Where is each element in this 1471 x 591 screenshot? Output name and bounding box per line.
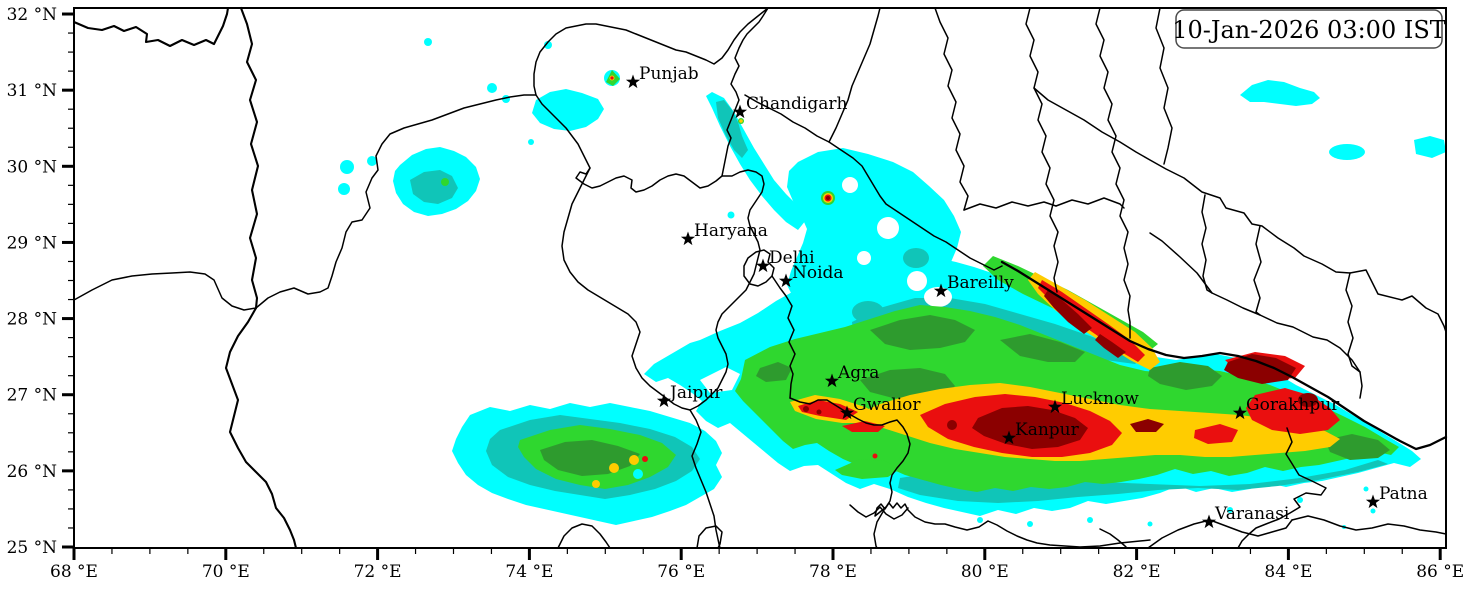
state-boundaries [72,6,1448,550]
city-star-delhi [755,258,771,273]
city-label-kanpur: Kanpur [1015,420,1080,440]
x-tick-label-76: 76 °E [657,562,705,582]
city-label-gwalior: Gwalior [853,395,921,415]
x-tick-label-78: 78 °E [809,562,857,582]
y-tick-label-28: 28 °N [7,310,58,330]
city-star-jaipur [656,393,672,408]
city-star-patna [1365,494,1381,509]
fog-accents [633,367,740,479]
city-star-haryana [680,231,696,246]
plot-frame [73,7,1447,549]
city-star-kanpur [1001,430,1017,445]
city-label-delhi: Delhi [769,248,815,268]
x-tick-label-82: 82 °E [1113,562,1161,582]
city-label-varanasi: Varanasi [1214,504,1290,524]
city-label-patna: Patna [1379,484,1428,504]
y-axis-ticks: 25 °N 26 °N 27 °N 28 °N 29 °N 30 °N 31 °N 32 °N [7,5,74,558]
y-tick-label-32: 32 °N [7,5,58,25]
x-tick-label-74: 74 °E [505,562,553,582]
timestamp-label: 10-Jan-2026 03:00 IST [1172,16,1446,44]
x-tick-label-68: 68 °E [50,562,98,582]
city-star-lucknow [1047,399,1063,414]
city-star-gwalior [839,405,855,420]
city-label-punjab: Punjab [639,64,699,84]
city-label-agra: Agra [837,363,879,383]
timestamp-box: 10-Jan-2026 03:00 IST [1172,9,1446,49]
y-tick-label-27: 27 °N [7,386,58,406]
city-star-bareilly [933,283,949,298]
x-tick-label-86: 86 °E [1416,562,1464,582]
y-tick-label-29: 29 °N [7,233,58,253]
city-star-noida [778,273,794,288]
city-label-bareilly: Bareilly [947,273,1014,293]
y-tick-label-30: 30 °N [7,157,58,177]
x-axis-ticks: 68 °E 70 °E 72 °E 74 °E 76 °E 78 °E 80 °E 82 °E… [50,548,1464,582]
city-label-jaipur: Jaipur [668,383,723,403]
x-tick-label-84: 84 °E [1264,562,1312,582]
city-star-gorakhpur [1232,405,1248,420]
y-tick-label-26: 26 °N [7,462,58,482]
timestamp-frame [1175,9,1443,49]
city-star-chandigarh [732,104,748,119]
city-label-lucknow: Lucknow [1061,389,1139,409]
x-tick-label-80: 80 °E [961,562,1009,582]
x-tick-label-70: 70 °E [202,562,250,582]
city-star-agra [824,373,840,388]
city-label-gorakhpur: Gorakhpur [1246,395,1340,415]
city-star-varanasi [1201,514,1217,529]
y-tick-label-31: 31 °N [7,81,58,101]
city-label-noida: Noida [792,263,844,283]
city-label-chandigarh: Chandigarh [746,94,848,114]
fog-layer-darkred [803,196,1318,449]
y-tick-label-25: 25 °N [7,538,58,558]
city-label-haryana: Haryana [694,221,768,241]
fog-holes-white [842,177,952,307]
x-tick-label-72: 72 °E [354,562,402,582]
city-star-punjab [625,74,641,89]
